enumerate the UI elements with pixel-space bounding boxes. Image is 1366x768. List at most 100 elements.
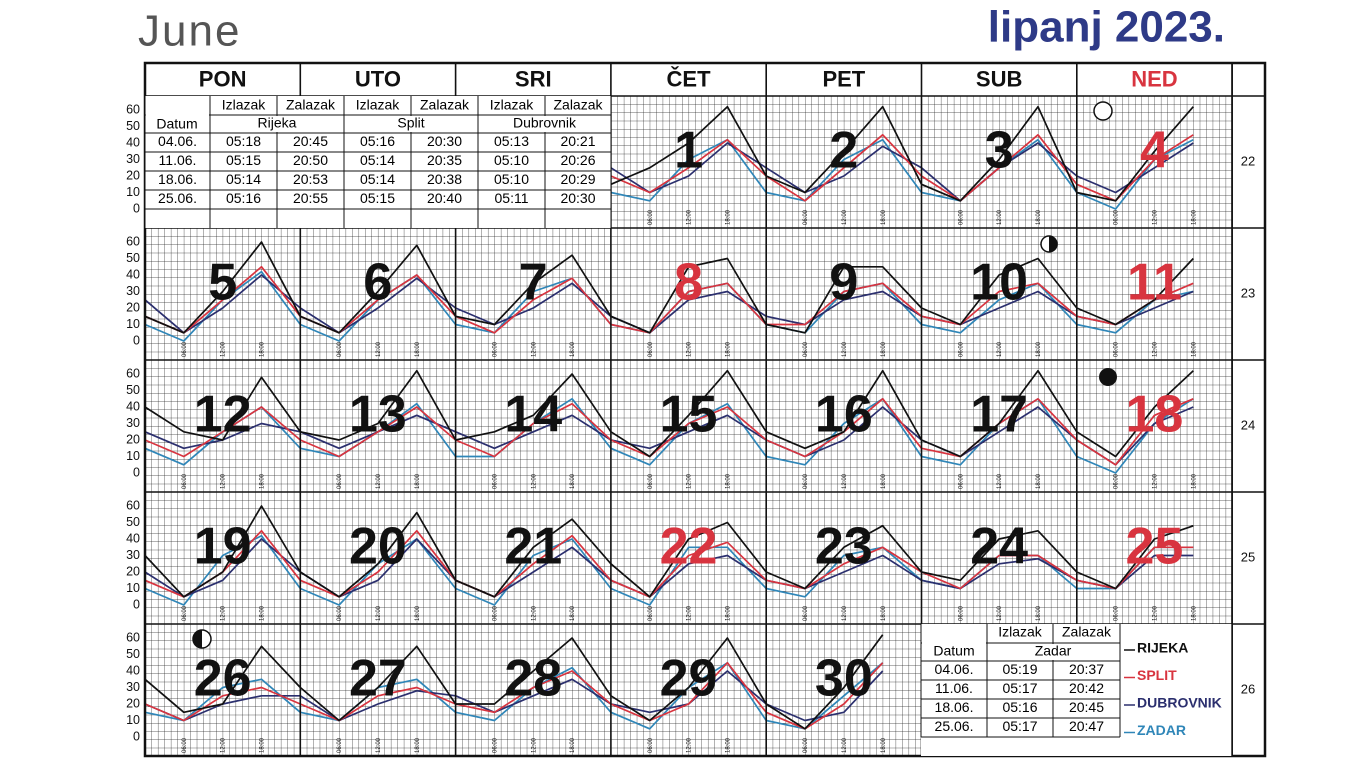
time-tick-label: 18:00 — [260, 473, 266, 489]
tide-line — [144, 241, 1194, 334]
time-tick-label: 18:00 — [881, 341, 887, 357]
sun-header: Zalazak — [553, 97, 603, 113]
y-tick-label: 0 — [133, 201, 140, 215]
time-tick-label: 18:00 — [260, 341, 266, 357]
time-tick-label: 06:00 — [1114, 209, 1120, 225]
y-tick-label: 0 — [133, 729, 140, 743]
y-tick-label: 10 — [126, 317, 140, 331]
tide-line — [144, 369, 1194, 458]
day-number: 5 — [208, 254, 237, 312]
day-number: 10 — [970, 254, 1028, 312]
sun-cell: 11.06. — [159, 152, 197, 168]
time-tick-label: 12:00 — [376, 605, 382, 621]
time-tick-label: 12:00 — [997, 605, 1003, 621]
tide-grid — [921, 360, 1077, 492]
time-tick-label: 12:00 — [1153, 605, 1159, 621]
tide-grid — [300, 360, 456, 492]
time-tick-label: 06:00 — [958, 341, 964, 357]
zadar-cell: 05:16 — [1002, 699, 1037, 715]
sun-header: Zalazak — [420, 97, 470, 113]
time-tick-label: 12:00 — [997, 341, 1003, 357]
time-tick-label: 12:00 — [842, 209, 848, 225]
time-tick-label: 18:00 — [260, 605, 266, 621]
day-number: 14 — [504, 386, 562, 444]
y-tick-label: 30 — [126, 416, 140, 430]
sun-header: Izlazak — [356, 97, 401, 113]
y-tick-label: 20 — [126, 432, 140, 446]
time-tick-label: 18:00 — [881, 473, 887, 489]
zadar-bg — [921, 624, 1232, 756]
time-tick-label: 06:00 — [648, 473, 654, 489]
tide-line — [144, 661, 884, 730]
zadar-cell: 05:17 — [1002, 680, 1037, 696]
sun-cell: 04.06. — [158, 133, 197, 149]
day-number: 25 — [1126, 518, 1184, 576]
y-tick-label: 40 — [126, 663, 140, 677]
tide-grid — [145, 228, 301, 360]
tide-grid — [610, 624, 767, 756]
tide-grid — [610, 228, 767, 360]
table-border — [143, 61, 1267, 758]
full-moon — [1093, 101, 1113, 121]
y-tick-label: 40 — [126, 399, 140, 413]
tide-grid — [1076, 492, 1233, 624]
time-tick-label: 18:00 — [415, 605, 421, 621]
time-tick-label: 12:00 — [997, 209, 1003, 225]
time-tick-label: 06:00 — [803, 473, 809, 489]
y-tick-label: 30 — [126, 548, 140, 562]
y-tick-label: 60 — [126, 366, 140, 380]
sun-cell: 05:14 — [360, 171, 395, 187]
day-number: 18 — [1126, 386, 1184, 444]
sun-cell: 18.06. — [158, 171, 197, 187]
zadar-cell: 18.06. — [935, 699, 974, 715]
day-number: 11 — [1127, 254, 1182, 312]
weekday-label: ČET — [667, 66, 712, 91]
tide-grid — [766, 360, 922, 492]
tide-grid — [455, 624, 611, 756]
time-tick-label: 18:00 — [415, 473, 421, 489]
sun-cell: 05:14 — [226, 171, 261, 187]
time-tick-label: 06:00 — [337, 737, 343, 753]
tide-line — [610, 138, 1194, 210]
time-tick-label: 12:00 — [531, 341, 537, 357]
zadar-cell: 11.06. — [935, 680, 973, 696]
sun-cell: 05:13 — [494, 133, 529, 149]
zadar-cell: 04.06. — [935, 661, 974, 677]
time-tick-label: 12:00 — [687, 473, 693, 489]
sun-header: Izlazak — [490, 97, 535, 113]
y-tick-label: 20 — [126, 300, 140, 314]
time-tick-label: 12:00 — [531, 737, 537, 753]
time-tick-label: 06:00 — [182, 341, 188, 357]
sun-cell: 20:50 — [293, 152, 328, 168]
tide-grid — [766, 624, 922, 756]
week-number: 26 — [1241, 681, 1255, 696]
tide-grid — [455, 360, 611, 492]
zadar-cell: 25.06. — [935, 718, 974, 734]
sun-cell: 05:15 — [226, 152, 261, 168]
time-tick-label: 06:00 — [493, 473, 499, 489]
week-number: 25 — [1241, 549, 1255, 564]
sun-cell: 20:53 — [293, 171, 328, 187]
y-tick-label: 30 — [126, 152, 140, 166]
tide-line — [610, 105, 1194, 202]
day-number: 12 — [194, 386, 252, 444]
time-tick-label: 06:00 — [1114, 341, 1120, 357]
time-tick-label: 12:00 — [842, 341, 848, 357]
tide-grid — [610, 96, 767, 228]
time-tick-label: 06:00 — [958, 209, 964, 225]
time-tick-label: 06:00 — [337, 605, 343, 621]
calendar-grid: PON UTO SRI ČET PET SUB NED60504030201002206:0… — [126, 61, 1267, 758]
tide-grid — [766, 96, 922, 228]
time-tick-label: 12:00 — [1153, 209, 1159, 225]
time-tick-label: 18:00 — [1036, 605, 1042, 621]
time-tick-label: 06:00 — [1114, 473, 1120, 489]
day-number: 2 — [829, 122, 858, 180]
time-tick-label: 18:00 — [1036, 473, 1042, 489]
tide-grid — [921, 492, 1077, 624]
day-number: 9 — [829, 254, 858, 312]
sun-city: Dubrovnik — [513, 115, 577, 131]
time-tick-label: 12:00 — [687, 737, 693, 753]
day-number: 4 — [1140, 122, 1169, 180]
time-tick-label: 06:00 — [648, 209, 654, 225]
sun-datum: Datum — [156, 116, 197, 132]
